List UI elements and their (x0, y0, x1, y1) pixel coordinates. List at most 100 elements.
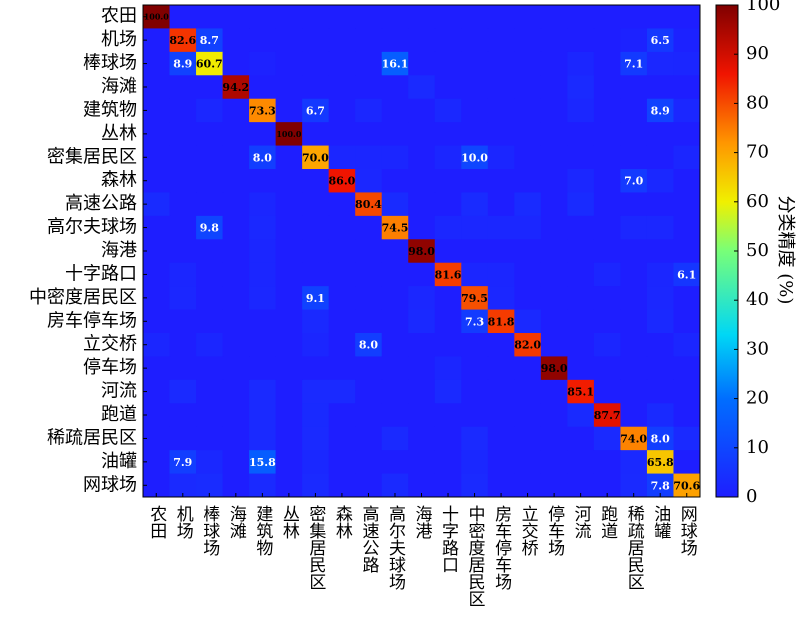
heatmap-cell (487, 356, 515, 381)
heatmap-cell (646, 51, 674, 76)
heatmap-cell (408, 239, 436, 264)
heatmap-cell (355, 215, 383, 240)
heatmap-cell (328, 450, 356, 475)
heatmap-cell (408, 426, 436, 451)
heatmap-cell (302, 286, 330, 311)
heatmap-cell (143, 450, 171, 475)
heatmap-cell (673, 379, 701, 404)
heatmap-cell (646, 215, 674, 240)
heatmap-cell (328, 75, 356, 100)
heatmap-cell (673, 262, 701, 287)
heatmap-cell (514, 192, 542, 217)
heatmap-cell (196, 403, 224, 428)
heatmap-cell (567, 239, 595, 264)
heatmap-cell (646, 262, 674, 287)
heatmap-cell (593, 309, 621, 334)
heatmap-cell (169, 333, 197, 357)
cell-label: 85.1 (567, 386, 594, 399)
heatmap-cell (328, 98, 356, 123)
heatmap-cell (302, 450, 330, 475)
heatmap-cell (355, 145, 383, 170)
heatmap-cell (302, 379, 330, 404)
heatmap-cell (381, 192, 409, 217)
heatmap-cell (620, 356, 648, 381)
heatmap-cell (593, 239, 621, 264)
y-tick-label: 丛林 (101, 123, 137, 144)
heatmap-cell (143, 75, 171, 100)
heatmap-cell (381, 28, 409, 53)
heatmap-cell (593, 379, 621, 404)
heatmap-cell (567, 51, 595, 76)
heatmap-cell (620, 5, 648, 29)
heatmap-cell (487, 145, 515, 170)
heatmap-cell (673, 51, 701, 76)
heatmap-cell (355, 98, 383, 123)
y-tick-label: 河流 (101, 381, 137, 402)
heatmap-cell (169, 286, 197, 311)
heatmap-cell (487, 333, 515, 357)
heatmap-cell (196, 473, 224, 498)
heatmap-cell (275, 473, 303, 498)
y-tick-label: 油罐 (101, 451, 137, 472)
heatmap-cell (355, 333, 383, 357)
heatmap-cell (673, 192, 701, 217)
heatmap-cell (408, 286, 436, 311)
heatmap-cell (673, 473, 701, 498)
heatmap-cell (567, 98, 595, 123)
cell-label: 8.9 (173, 58, 192, 71)
y-tick-label: 农田 (101, 6, 137, 27)
heatmap-cell (143, 5, 171, 29)
heatmap-cell (249, 75, 277, 100)
x-tick-label: 河流 (571, 505, 592, 539)
heatmap-cell (673, 239, 701, 264)
heatmap-cell (381, 5, 409, 29)
heatmap-cell (328, 5, 356, 29)
heatmap-cell (646, 286, 674, 311)
heatmap-cell (222, 309, 250, 334)
cell-label: 86.0 (329, 175, 356, 188)
heatmap-cell (196, 122, 224, 147)
colorbar-tick-label: 80 (746, 92, 769, 113)
heatmap-cell (461, 122, 489, 147)
heatmap-cell (302, 262, 330, 287)
heatmap-cell (143, 169, 171, 193)
heatmap-cell (222, 169, 250, 193)
heatmap-cell (275, 403, 303, 428)
heatmap-cell (196, 28, 224, 53)
heatmap-cell (620, 403, 648, 428)
heatmap-cell (143, 28, 171, 53)
heatmap-cell (355, 309, 383, 334)
heatmap-cell (461, 215, 489, 240)
y-tick-label: 停车场 (83, 357, 137, 378)
heatmap-cell (408, 28, 436, 53)
heatmap-cell (381, 145, 409, 170)
heatmap-cell (328, 356, 356, 381)
heatmap-cell (222, 75, 250, 100)
y-tick-label: 海港 (101, 240, 137, 261)
cell-label: 6.5 (651, 34, 670, 47)
heatmap-cell (487, 169, 515, 193)
heatmap-cell (514, 75, 542, 100)
heatmap-cell (487, 426, 515, 451)
heatmap-cell (540, 169, 568, 193)
heatmap-cell (302, 75, 330, 100)
heatmap-cell (646, 169, 674, 193)
heatmap-cell (673, 450, 701, 475)
heatmap-cell (169, 356, 197, 381)
heatmap-cell (567, 333, 595, 357)
heatmap-cell (355, 5, 383, 29)
heatmap-cell (381, 262, 409, 287)
cell-label: 100.0 (144, 12, 169, 22)
heatmap-cell (275, 239, 303, 264)
heatmap-cell (355, 379, 383, 404)
heatmap-cell (540, 5, 568, 29)
heatmap-cell (540, 333, 568, 357)
heatmap-cell (381, 122, 409, 147)
x-tick-label: 农田 (146, 505, 167, 539)
heatmap-cell (620, 379, 648, 404)
heatmap-cell (620, 309, 648, 334)
heatmap-cell (593, 215, 621, 240)
heatmap-cell (408, 473, 436, 498)
heatmap-cell (673, 333, 701, 357)
heatmap-cell (540, 215, 568, 240)
